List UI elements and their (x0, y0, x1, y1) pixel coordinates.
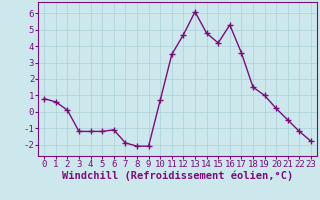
X-axis label: Windchill (Refroidissement éolien,°C): Windchill (Refroidissement éolien,°C) (62, 171, 293, 181)
